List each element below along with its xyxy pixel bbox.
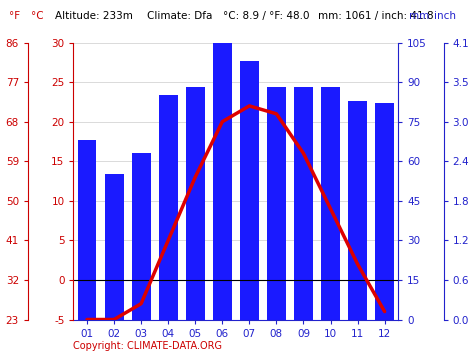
Text: °C: °C xyxy=(31,11,44,21)
Bar xyxy=(240,61,259,320)
Bar xyxy=(78,140,97,320)
Text: Altitude: 233m: Altitude: 233m xyxy=(55,11,132,21)
Bar xyxy=(294,87,313,320)
Bar xyxy=(375,103,394,320)
Text: °F: °F xyxy=(9,11,20,21)
Bar xyxy=(186,87,205,320)
Text: Copyright: CLIMATE-DATA.ORG: Copyright: CLIMATE-DATA.ORG xyxy=(73,341,222,351)
Text: °C: 8.9 / °F: 48.0: °C: 8.9 / °F: 48.0 xyxy=(223,11,309,21)
Text: mm: mm xyxy=(409,11,429,21)
Bar xyxy=(213,43,232,320)
Bar xyxy=(267,87,286,320)
Bar xyxy=(348,100,367,320)
Bar xyxy=(105,174,124,320)
Bar xyxy=(132,153,151,320)
Bar xyxy=(321,87,340,320)
Text: inch: inch xyxy=(434,11,456,21)
Text: mm: 1061 / inch: 41.8: mm: 1061 / inch: 41.8 xyxy=(318,11,433,21)
Bar xyxy=(159,95,178,320)
Text: Climate: Dfa: Climate: Dfa xyxy=(147,11,212,21)
